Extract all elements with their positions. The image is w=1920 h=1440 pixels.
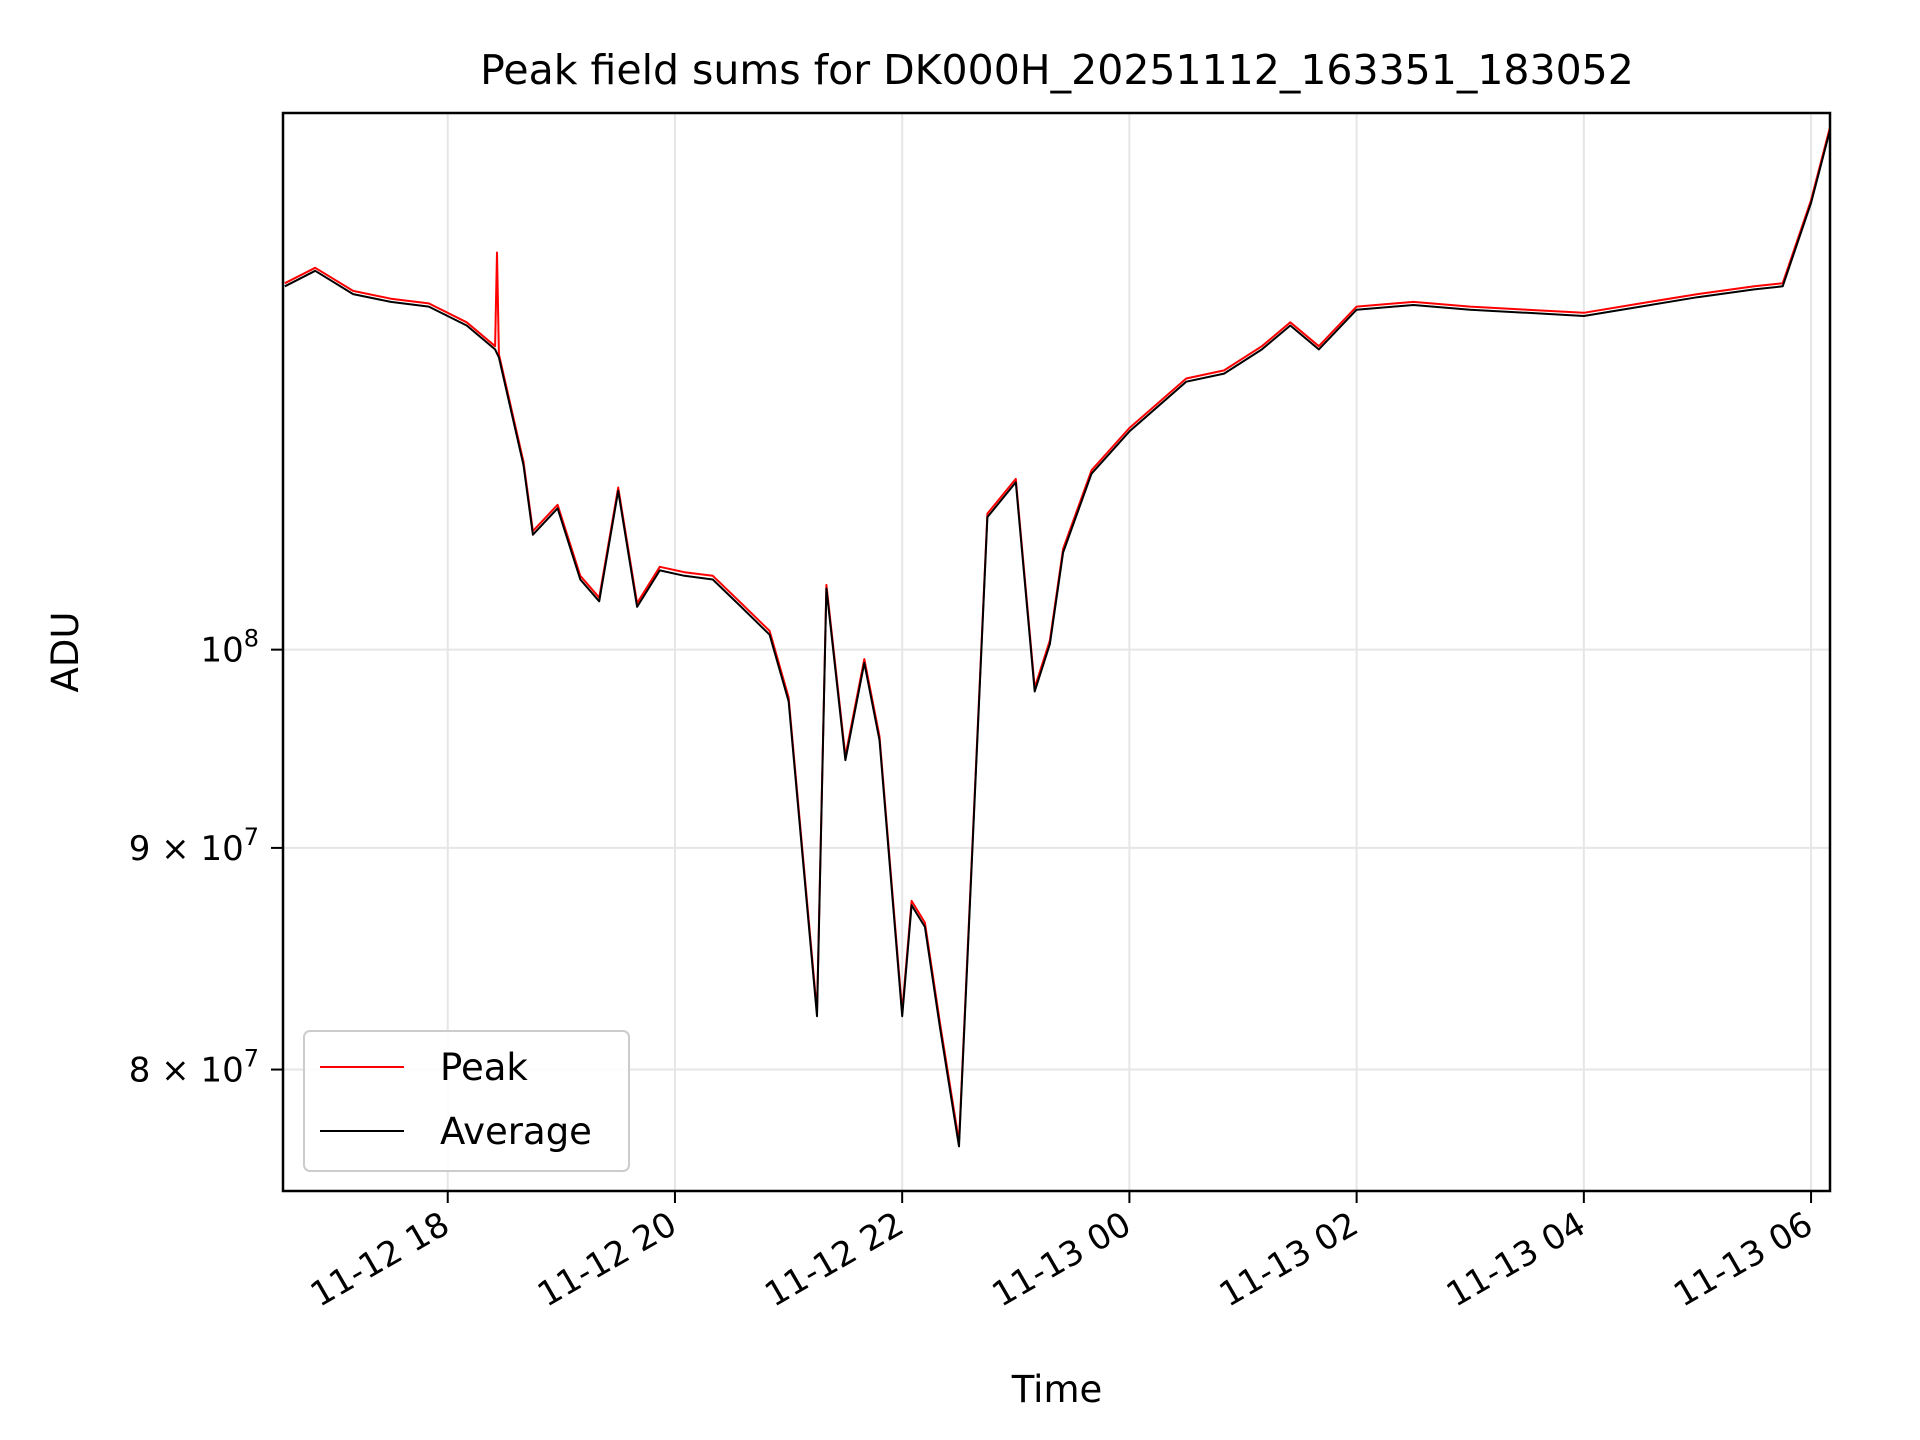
y-axis-label: ADU [44, 612, 87, 693]
y-tick-label: 8 × 107 [129, 1045, 259, 1091]
legend: Peak Average [303, 1030, 630, 1172]
legend-label-average: Average [440, 1110, 592, 1153]
series-line-average [284, 129, 1830, 1148]
plot-frame [281, 111, 1832, 1193]
y-tick-label: 9 × 107 [129, 823, 259, 869]
series-layer [284, 126, 1830, 1148]
y-tick-label: 108 [200, 625, 259, 671]
x-axis-label: Time [1011, 1368, 1103, 1411]
grid-layer [283, 113, 1830, 1191]
legend-label-peak: Peak [440, 1046, 528, 1089]
chart-title: Peak field sums for DK000H_20251112_1633… [480, 46, 1634, 94]
